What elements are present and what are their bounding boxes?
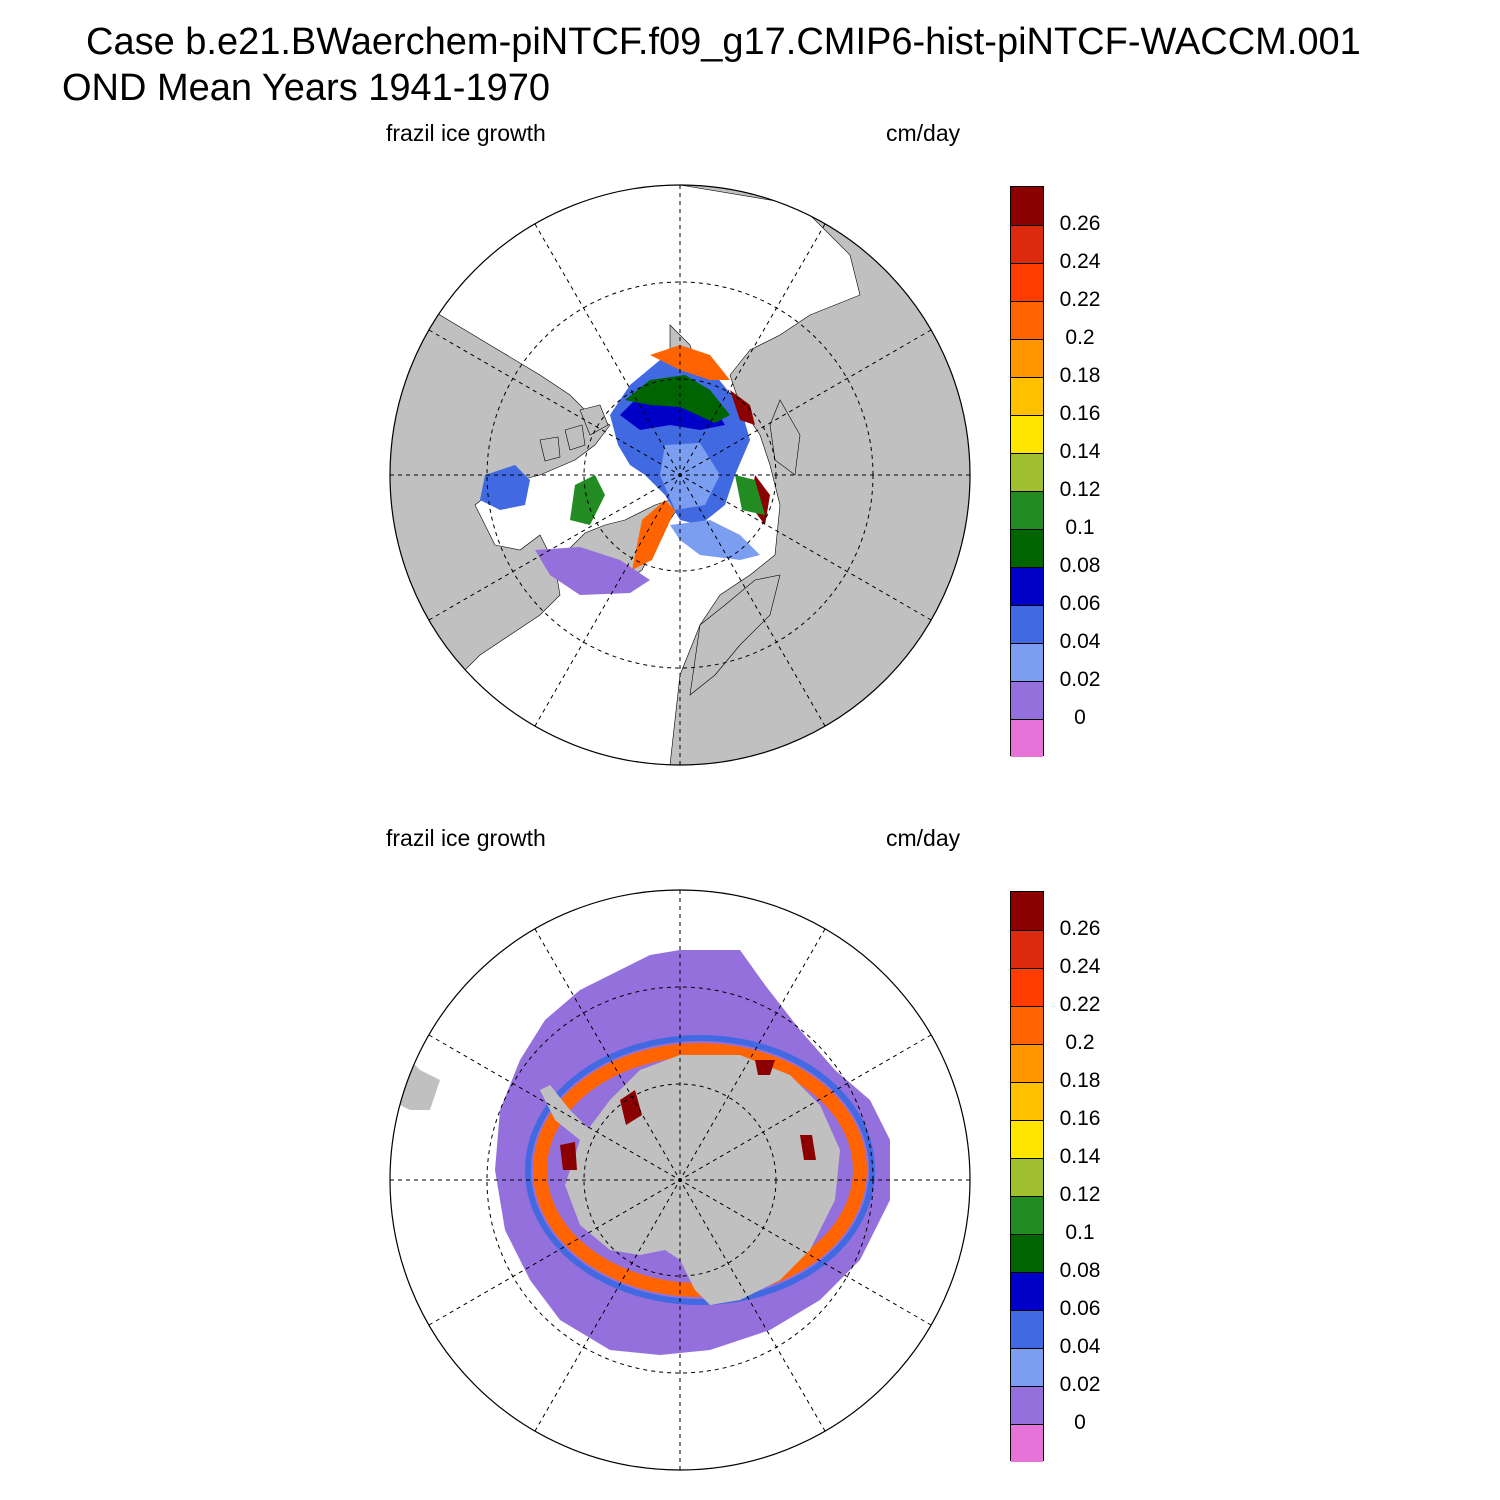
arctic-colorbar-swatch [1011, 719, 1043, 757]
antarctic-colorbar-box [1010, 891, 1044, 1462]
antarctic-colorbar-label: 0.2 [1065, 1031, 1095, 1054]
arctic-colorbar-label: 0.06 [1059, 592, 1101, 615]
antarctic-graticule [390, 890, 970, 1470]
arctic-colorbar-label: 0.14 [1059, 440, 1101, 463]
arctic-colorbar-swatch [1011, 529, 1043, 567]
arctic-ice-orange-edge [650, 345, 730, 380]
antarctic-colorbar-label: 0.26 [1059, 917, 1101, 940]
antarctic-colorbar-label: 0.22 [1059, 993, 1101, 1016]
arctic-ice-red-edge1 [730, 390, 755, 425]
hudson-bay-ice [480, 465, 530, 510]
antarctic-colorbar-swatch [1011, 1272, 1043, 1310]
greenland-coast-ice [632, 500, 675, 570]
figure-title-line1: Case b.e21.BWaerchem-piNTCF.f09_g17.CMIP… [86, 21, 1361, 63]
arctic-colorbar-label: 0.08 [1059, 554, 1101, 577]
antarctic-colorbar-label: 0.06 [1059, 1297, 1101, 1320]
antarctic-colorbar-label: 0.14 [1059, 1145, 1101, 1168]
north-units-label: cm/day [886, 120, 961, 146]
antarctic-colorbar-swatch [1011, 1120, 1043, 1158]
antarctic-colorbar-swatch [1011, 1158, 1043, 1196]
arctic-colorbar-swatch [1011, 643, 1043, 681]
antarctic-colorbar-swatch [1011, 1234, 1043, 1272]
antarctic-colorbar-swatch [1011, 1424, 1043, 1462]
arctic-colorbar-swatch [1011, 187, 1043, 225]
arctic-ice-light-blue [660, 443, 720, 510]
arctic-colorbar-swatch [1011, 225, 1043, 263]
antarctic-colorbar-label: 0.08 [1059, 1259, 1101, 1282]
antarctic-colorbar-label: 0.12 [1059, 1183, 1101, 1206]
antarctic-colorbar-label: 0.24 [1059, 955, 1101, 978]
arctic-colorbar-swatch [1011, 567, 1043, 605]
antarctic-coastal-ring-outer [525, 1035, 875, 1305]
arctic-colorbar-label: 0.1 [1065, 516, 1095, 539]
polynya-east [800, 1135, 816, 1160]
south-variable-label: frazil ice growth [386, 825, 546, 851]
antarctic-map [389, 889, 971, 1471]
arctic-colorbar-label: 0 [1074, 706, 1086, 729]
antarctic-colorbar-swatch [1011, 1196, 1043, 1234]
antarctic-colorbar-label: 0.1 [1065, 1221, 1095, 1244]
antarctic-colorbar-swatch [1011, 1348, 1043, 1386]
arctic-colorbar-label: 0.2 [1065, 326, 1095, 349]
arctic-colorbar-swatch [1011, 453, 1043, 491]
arctic-colorbar-swatch [1011, 263, 1043, 301]
arctic-colorbar-swatch [1011, 605, 1043, 643]
antarctic-peninsula [540, 1085, 590, 1140]
antarctic-colorbar-swatch [1011, 1386, 1043, 1424]
north-atlantic-ice [535, 547, 650, 595]
antarctic-colorbar-swatch [1011, 930, 1043, 968]
antarctic-colorbar-swatch [1011, 968, 1043, 1006]
arctic-colorbar-box [1010, 186, 1044, 757]
antarctic-colorbar-swatch [1011, 1006, 1043, 1044]
south-units-label: cm/day [886, 825, 961, 851]
arctic-colorbar-label: 0.02 [1059, 668, 1101, 691]
arctic-colorbar-label: 0.18 [1059, 364, 1101, 387]
arctic-colorbar-label: 0.24 [1059, 250, 1101, 273]
north-variable-label: frazil ice growth [386, 120, 546, 146]
barents-ice [670, 520, 760, 560]
antarctic-colorbar-label: 0 [1074, 1411, 1086, 1434]
antarctic-map-border [389, 889, 971, 1471]
arctic-colorbar-label: 0.26 [1059, 212, 1101, 235]
arctic-colorbar-swatch [1011, 377, 1043, 415]
arctic-colorbar-swatch [1011, 681, 1043, 719]
arctic-colorbar-label: 0.16 [1059, 402, 1101, 425]
arctic-colorbar-swatch [1011, 301, 1043, 339]
arctic-graticule [390, 185, 970, 765]
polynya-peninsula [560, 1142, 577, 1170]
arctic-colorbar-label: 0.22 [1059, 288, 1101, 311]
polynya-weddell [620, 1090, 642, 1125]
antarctic-colorbar-swatch [1011, 892, 1043, 930]
antarctic-colorbar-swatch [1011, 1082, 1043, 1120]
antarctic-colorbar-label: 0.18 [1059, 1069, 1101, 1092]
antarctic-colorbar-swatch [1011, 1310, 1043, 1348]
antarctic-colorbar-label: 0.02 [1059, 1373, 1101, 1396]
antarctic-colorbar-label: 0.04 [1059, 1335, 1101, 1358]
arctic-colorbar-label: 0.04 [1059, 630, 1101, 653]
arctic-map-border [389, 184, 971, 766]
arctic-colorbar-swatch [1011, 491, 1043, 529]
figure-title-line2: OND Mean Years 1941-1970 [62, 67, 550, 109]
arctic-ice-green-edge [735, 475, 765, 515]
antarctic-colorbar-label: 0.16 [1059, 1107, 1101, 1130]
polynya-north [755, 1060, 775, 1075]
arctic-map [389, 184, 971, 766]
antarctic-colorbar-swatch [1011, 1044, 1043, 1082]
arctic-ice-band-green [625, 375, 730, 423]
arctic-colorbar-swatch [1011, 339, 1043, 377]
arctic-colorbar-label: 0.12 [1059, 478, 1101, 501]
arctic-colorbar-swatch [1011, 415, 1043, 453]
